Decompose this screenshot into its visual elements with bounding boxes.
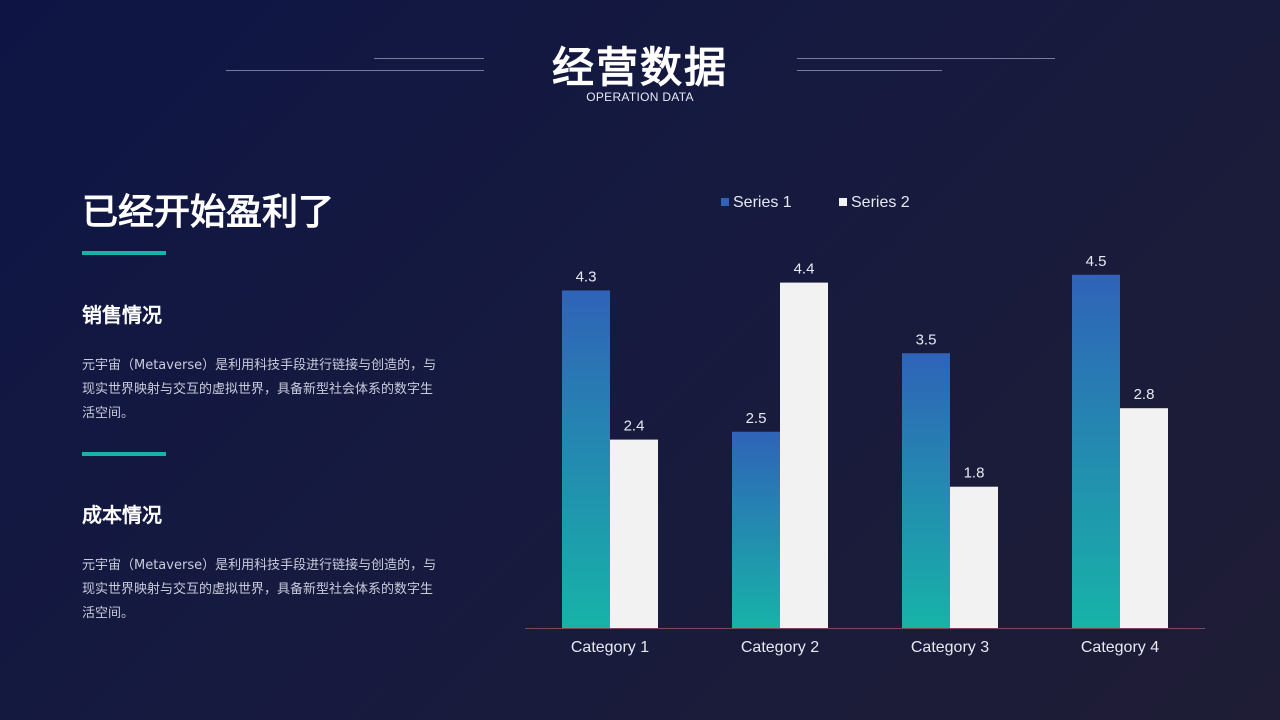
header-line-left-bottom — [226, 70, 484, 71]
bar-series2-cat2 — [780, 282, 828, 628]
section-text-cost: 元宇宙（Metaverse）是利用科技手段进行链接与创造的，与现实世界映射与交互… — [82, 558, 437, 621]
bar-series2-cat1 — [610, 439, 658, 628]
header-line-right-top — [797, 58, 1055, 59]
page-title: 经营数据 — [551, 43, 728, 92]
accent-bar-1 — [82, 251, 166, 255]
x-tick-label-cat2: Category 2 — [741, 639, 819, 656]
legend-swatch-series1 — [721, 198, 729, 206]
left-heading: 已经开始盈利了 — [82, 192, 335, 233]
page-subtitle: OPERATION DATA — [586, 90, 694, 104]
x-tick-label-cat4: Category 4 — [1081, 639, 1159, 656]
x-tick-label-cat3: Category 3 — [911, 639, 989, 656]
data-label-series1-cat1: 4.3 — [576, 268, 597, 285]
bar-chart-svg: Series 1 Series 2 4.3 2.4 2.5 4.4 3.5 1.8 4.5 2.… — [525, 194, 1205, 656]
section-text-sales: 元宇宙（Metaverse）是利用科技手段进行链接与创造的，与现实世界映射与交互… — [82, 358, 437, 421]
data-label-series2-cat1: 2.4 — [624, 418, 645, 435]
data-label-series1-cat3: 3.5 — [916, 331, 937, 348]
bar-series2-cat3 — [950, 486, 998, 628]
chart-data-labels: 4.3 2.4 2.5 4.4 3.5 1.8 4.5 2.8 — [576, 253, 1155, 482]
chart-legend: Series 1 Series 2 — [721, 194, 910, 211]
header-line-right-bottom — [797, 70, 942, 71]
data-label-series2-cat4: 2.8 — [1134, 386, 1155, 403]
chart-bars — [562, 274, 1168, 628]
bar-chart: Series 1 Series 2 4.3 2.4 2.5 4.4 3.5 1.8 4.5 2.… — [500, 170, 1220, 670]
legend-swatch-series2 — [839, 198, 847, 206]
x-axis-tick-labels: Category 1 Category 2 Category 3 Category 4 — [571, 639, 1159, 656]
legend-label-series2: Series 2 — [851, 194, 910, 211]
accent-bar-2 — [82, 452, 166, 456]
data-label-series1-cat2: 2.5 — [746, 410, 767, 427]
data-label-series2-cat3: 1.8 — [964, 465, 985, 482]
bar-series1-cat1 — [562, 290, 610, 628]
legend-label-series1: Series 1 — [733, 194, 792, 211]
data-label-series2-cat2: 4.4 — [794, 261, 815, 278]
bar-series2-cat4 — [1120, 408, 1168, 628]
x-tick-label-cat1: Category 1 — [571, 639, 649, 656]
data-label-series1-cat4: 4.5 — [1086, 253, 1107, 270]
header: 经营数据 OPERATION DATA — [0, 0, 1280, 120]
header-line-left-top — [374, 58, 484, 59]
section-title-cost: 成本情况 — [82, 503, 162, 527]
bar-series1-cat4 — [1072, 274, 1120, 628]
bar-series1-cat2 — [732, 431, 780, 628]
section-title-sales: 销售情况 — [82, 303, 162, 327]
bar-series1-cat3 — [902, 353, 950, 628]
